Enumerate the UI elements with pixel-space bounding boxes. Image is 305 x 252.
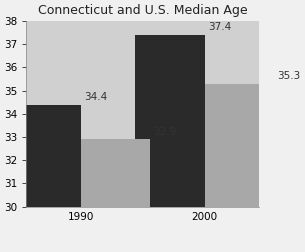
Text: 34.4: 34.4 — [84, 92, 108, 102]
Text: 32.9: 32.9 — [154, 127, 177, 137]
Text: 35.3: 35.3 — [277, 71, 300, 81]
Text: 37.4: 37.4 — [208, 22, 231, 32]
Bar — [205, 84, 274, 207]
Bar — [81, 139, 150, 207]
Title: Connecticut and U.S. Median Age: Connecticut and U.S. Median Age — [38, 4, 248, 17]
Bar — [12, 105, 81, 207]
Bar — [135, 35, 205, 207]
